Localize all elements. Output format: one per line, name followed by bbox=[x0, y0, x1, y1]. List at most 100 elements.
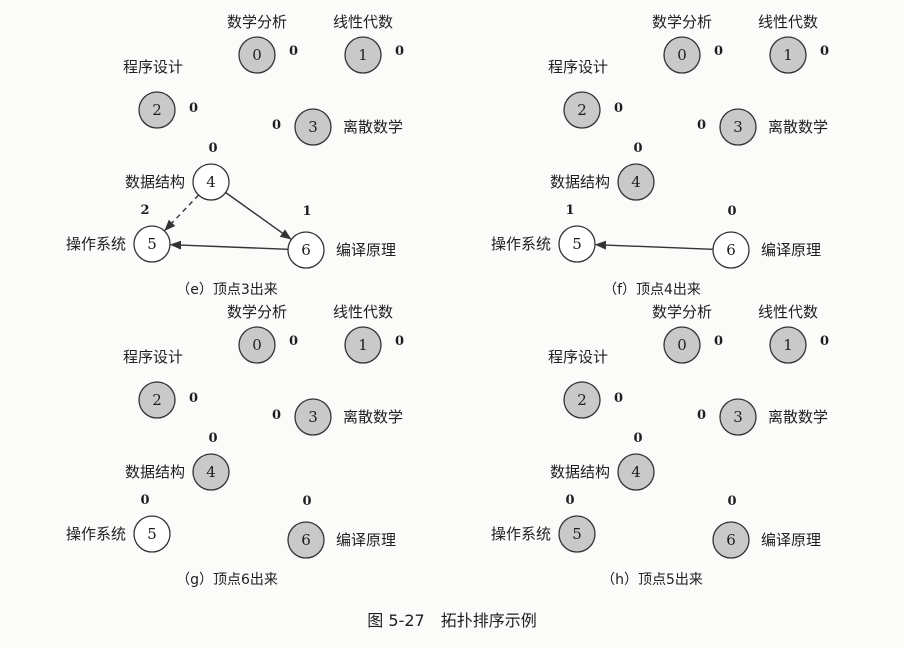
vertex-name: 数学分析 bbox=[652, 303, 712, 321]
vertex-3 bbox=[294, 398, 332, 436]
in-degree-label: 0 bbox=[272, 118, 281, 133]
vertex-name: 编译原理 bbox=[761, 241, 821, 259]
in-degree-label: 0 bbox=[633, 431, 642, 446]
vertex-name: 离散数学 bbox=[343, 408, 403, 426]
vertex-6 bbox=[712, 521, 750, 559]
panel-caption: （f）顶点4出来 bbox=[603, 282, 701, 298]
vertex-number: 2 bbox=[152, 391, 162, 409]
panel-caption: （h）顶点5出来 bbox=[601, 572, 703, 588]
vertex-2 bbox=[138, 91, 176, 129]
vertex-3 bbox=[294, 108, 332, 146]
vertex-name: 线性代数 bbox=[333, 303, 393, 321]
in-degree-label: 0 bbox=[727, 494, 736, 509]
vertex-4 bbox=[192, 163, 230, 201]
vertex-name: 数学分析 bbox=[652, 13, 712, 31]
in-degree-label: 1 bbox=[302, 204, 311, 219]
vertex-0 bbox=[663, 326, 701, 364]
vertex-number: 4 bbox=[631, 463, 641, 481]
vertex-5 bbox=[558, 515, 596, 553]
vertex-5 bbox=[133, 225, 171, 263]
vertex-2 bbox=[563, 381, 601, 419]
edge-6-to-5 bbox=[169, 240, 289, 250]
vertex-number: 2 bbox=[152, 101, 162, 119]
vertex-name: 线性代数 bbox=[333, 13, 393, 31]
vertex-1 bbox=[769, 326, 807, 364]
vertex-0 bbox=[238, 36, 276, 74]
vertex-name: 操作系统 bbox=[66, 235, 126, 253]
vertex-name: 操作系统 bbox=[491, 525, 551, 543]
vertex-name: 线性代数 bbox=[758, 13, 818, 31]
vertex-number: 3 bbox=[308, 408, 318, 426]
in-degree-label: 0 bbox=[614, 391, 623, 406]
vertex-6 bbox=[712, 231, 750, 269]
vertex-number: 1 bbox=[358, 336, 368, 354]
vertex-name: 程序设计 bbox=[123, 58, 183, 76]
vertex-name: 数据结构 bbox=[125, 463, 185, 481]
in-degree-label: 0 bbox=[289, 44, 298, 59]
panel-caption: （g）顶点6出来 bbox=[176, 572, 278, 588]
vertex-name: 离散数学 bbox=[768, 118, 828, 136]
vertex-number: 2 bbox=[577, 391, 587, 409]
in-degree-label: 0 bbox=[272, 408, 281, 423]
edge-4-to-5 bbox=[164, 194, 200, 232]
vertex-1 bbox=[344, 326, 382, 364]
vertex-4 bbox=[192, 453, 230, 491]
in-degree-label: 1 bbox=[565, 203, 574, 218]
vertex-number: 6 bbox=[301, 531, 311, 549]
vertex-name: 数据结构 bbox=[125, 173, 185, 191]
vertex-name: 线性代数 bbox=[758, 303, 818, 321]
vertex-number: 6 bbox=[726, 531, 736, 549]
in-degree-label: 0 bbox=[820, 334, 829, 349]
in-degree-label: 0 bbox=[189, 391, 198, 406]
vertex-number: 4 bbox=[206, 463, 216, 481]
vertex-name: 数学分析 bbox=[227, 13, 287, 31]
vertex-number: 1 bbox=[783, 46, 793, 64]
vertex-number: 5 bbox=[147, 235, 157, 253]
vertex-5 bbox=[558, 225, 596, 263]
in-degree-label: 0 bbox=[289, 334, 298, 349]
vertex-number: 4 bbox=[631, 173, 641, 191]
in-degree-label: 0 bbox=[189, 101, 198, 116]
vertex-name: 数据结构 bbox=[550, 463, 610, 481]
vertex-number: 1 bbox=[358, 46, 368, 64]
vertex-number: 4 bbox=[206, 173, 216, 191]
vertex-4 bbox=[617, 163, 655, 201]
vertex-number: 5 bbox=[572, 525, 582, 543]
vertex-1 bbox=[769, 36, 807, 74]
in-degree-label: 2 bbox=[140, 203, 149, 218]
vertex-name: 编译原理 bbox=[761, 531, 821, 549]
vertex-number: 6 bbox=[726, 241, 736, 259]
vertex-name: 数据结构 bbox=[550, 173, 610, 191]
in-degree-label: 0 bbox=[697, 118, 706, 133]
vertex-1 bbox=[344, 36, 382, 74]
vertex-number: 2 bbox=[577, 101, 587, 119]
in-degree-label: 0 bbox=[727, 204, 736, 219]
vertex-name: 离散数学 bbox=[768, 408, 828, 426]
vertex-number: 5 bbox=[572, 235, 582, 253]
vertex-6 bbox=[287, 521, 325, 559]
vertex-2 bbox=[138, 381, 176, 419]
vertex-name: 编译原理 bbox=[336, 241, 396, 259]
vertex-2 bbox=[563, 91, 601, 129]
vertex-name: 操作系统 bbox=[66, 525, 126, 543]
vertex-name: 编译原理 bbox=[336, 531, 396, 549]
vertex-number: 0 bbox=[252, 336, 262, 354]
in-degree-label: 0 bbox=[633, 141, 642, 156]
vertex-3 bbox=[719, 108, 757, 146]
in-degree-label: 0 bbox=[208, 141, 217, 156]
vertex-6 bbox=[287, 231, 325, 269]
vertex-3 bbox=[719, 398, 757, 436]
vertex-number: 6 bbox=[301, 241, 311, 259]
in-degree-label: 0 bbox=[565, 493, 574, 508]
vertex-number: 3 bbox=[733, 408, 743, 426]
vertex-name: 操作系统 bbox=[491, 235, 551, 253]
vertex-5 bbox=[133, 515, 171, 553]
in-degree-label: 0 bbox=[820, 44, 829, 59]
vertex-0 bbox=[663, 36, 701, 74]
